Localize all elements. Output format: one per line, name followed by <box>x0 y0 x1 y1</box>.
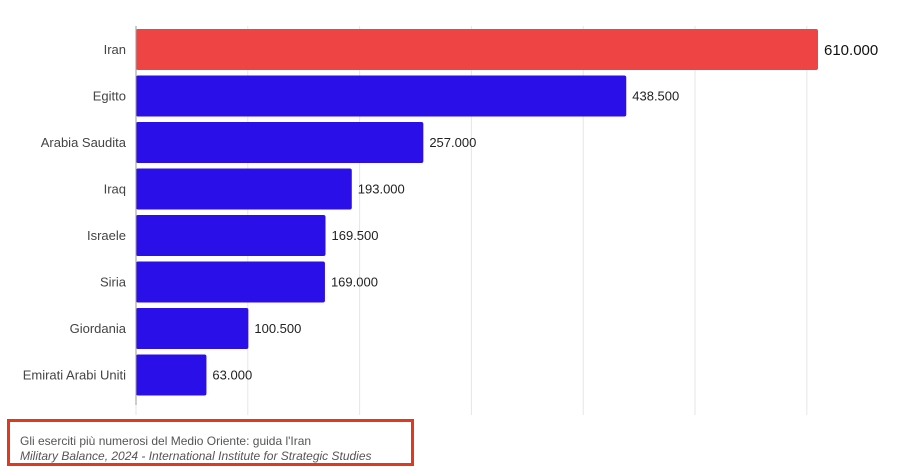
category-label: Arabia Saudita <box>41 135 127 150</box>
value-label: 193.000 <box>358 182 405 197</box>
caption-box: Gli eserciti più numerosi del Medio Orie… <box>7 419 414 466</box>
bar-israele <box>136 215 326 256</box>
value-label: 169.500 <box>332 228 379 243</box>
bar-iraq <box>136 168 352 210</box>
bar-chart: Iran Egitto Arabia Saudita Iraq Israele Siria… <box>23 26 878 415</box>
category-labels: Iran Egitto Arabia Saudita Iraq Israele Siria… <box>23 42 127 383</box>
bar-siria <box>136 261 325 303</box>
value-label: 100.500 <box>254 321 301 336</box>
category-label: Siria <box>100 275 127 290</box>
category-label: Emirati Arabi Uniti <box>23 368 126 383</box>
category-label: Egitto <box>93 89 126 104</box>
value-label: 610.000 <box>824 42 878 59</box>
bar-giordania <box>136 308 249 349</box>
category-label: Giordania <box>70 321 127 336</box>
category-label: Iran <box>104 42 126 57</box>
bar-iran <box>136 29 818 70</box>
category-label: Israele <box>87 228 126 243</box>
category-label: Iraq <box>104 182 126 197</box>
caption-title: Gli eserciti più numerosi del Medio Orie… <box>20 434 312 448</box>
value-label: 257.000 <box>429 135 476 150</box>
value-label: 169.000 <box>331 275 378 290</box>
value-label: 63.000 <box>212 368 252 383</box>
bar-emirati-arabi-uniti <box>136 354 207 396</box>
bar-egitto <box>136 75 627 117</box>
value-labels: 610.000 438.500 257.000 193.000 169.500 169.0… <box>212 42 878 383</box>
caption-source: Military Balance, 2024 - International I… <box>20 449 372 463</box>
bars <box>136 29 818 396</box>
value-label: 438.500 <box>632 89 679 104</box>
bar-arabia-saudita <box>136 122 424 163</box>
